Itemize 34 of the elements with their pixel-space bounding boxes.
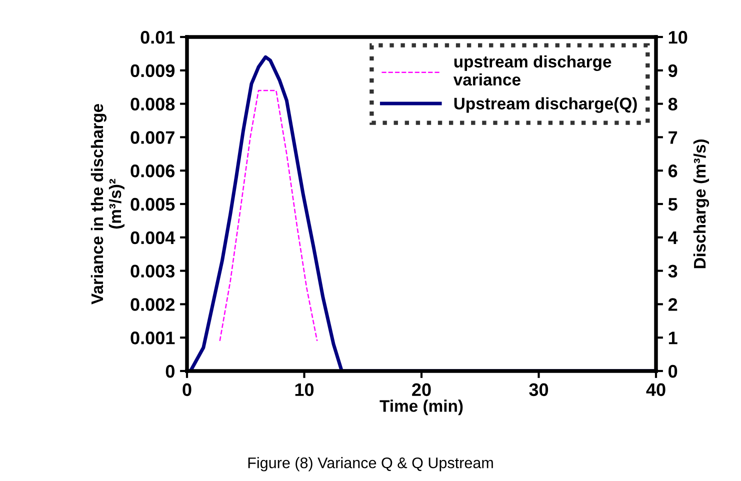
legend-label: Upstream discharge(Q) bbox=[454, 97, 637, 113]
text: Figure (8) Variance Q & Q Upstream bbox=[248, 457, 493, 472]
y2-tick-label: 9 bbox=[668, 64, 678, 78]
x-tick-label: 40 bbox=[646, 383, 666, 396]
line-series bbox=[219, 90, 318, 342]
y-tick-label: 0.006 bbox=[130, 164, 175, 178]
y-tick-label: 0.005 bbox=[130, 198, 175, 211]
x-tick-label: 30 bbox=[529, 383, 548, 396]
y-tick-label: 0.008 bbox=[130, 98, 175, 111]
y2-tick-label: 2 bbox=[668, 298, 678, 311]
x-axis-title: Time (min) bbox=[380, 400, 463, 416]
y-tick-label: 0.001 bbox=[130, 332, 175, 344]
legend-label: upstream discharge variance bbox=[453, 55, 612, 86]
y-axis-title: Variance in the discharge (m³/s)² bbox=[90, 104, 124, 304]
y-tick-label: 0 bbox=[166, 364, 174, 378]
y2-tick-label: 6 bbox=[668, 164, 678, 178]
x-tick-label: 0 bbox=[182, 383, 192, 396]
y2-tick-label: 3 bbox=[668, 264, 678, 278]
x-tick-label: 10 bbox=[295, 383, 314, 396]
y2-tick-label: 8 bbox=[668, 98, 678, 111]
y-tick-label: 0.007 bbox=[130, 131, 174, 144]
y2-axis-title: Discharge (m³/s) bbox=[693, 140, 710, 268]
y2-tick-label: 0 bbox=[668, 364, 678, 378]
y2-tick-label: 4 bbox=[668, 232, 678, 244]
x-tick-label: 20 bbox=[412, 383, 431, 396]
y2-tick-label: 7 bbox=[668, 131, 678, 144]
y-tick-label: 0.003 bbox=[130, 264, 175, 278]
y2-tick-label: 10 bbox=[668, 30, 688, 44]
y-tick-label: 0.004 bbox=[130, 231, 176, 244]
y-tick-label: 0.009 bbox=[130, 64, 175, 78]
y-tick-label: 0.01 bbox=[140, 30, 175, 44]
y2-tick-label: 5 bbox=[668, 198, 678, 211]
y-tick-label: 0.002 bbox=[130, 298, 174, 311]
y2-tick-label: 1 bbox=[668, 332, 678, 344]
